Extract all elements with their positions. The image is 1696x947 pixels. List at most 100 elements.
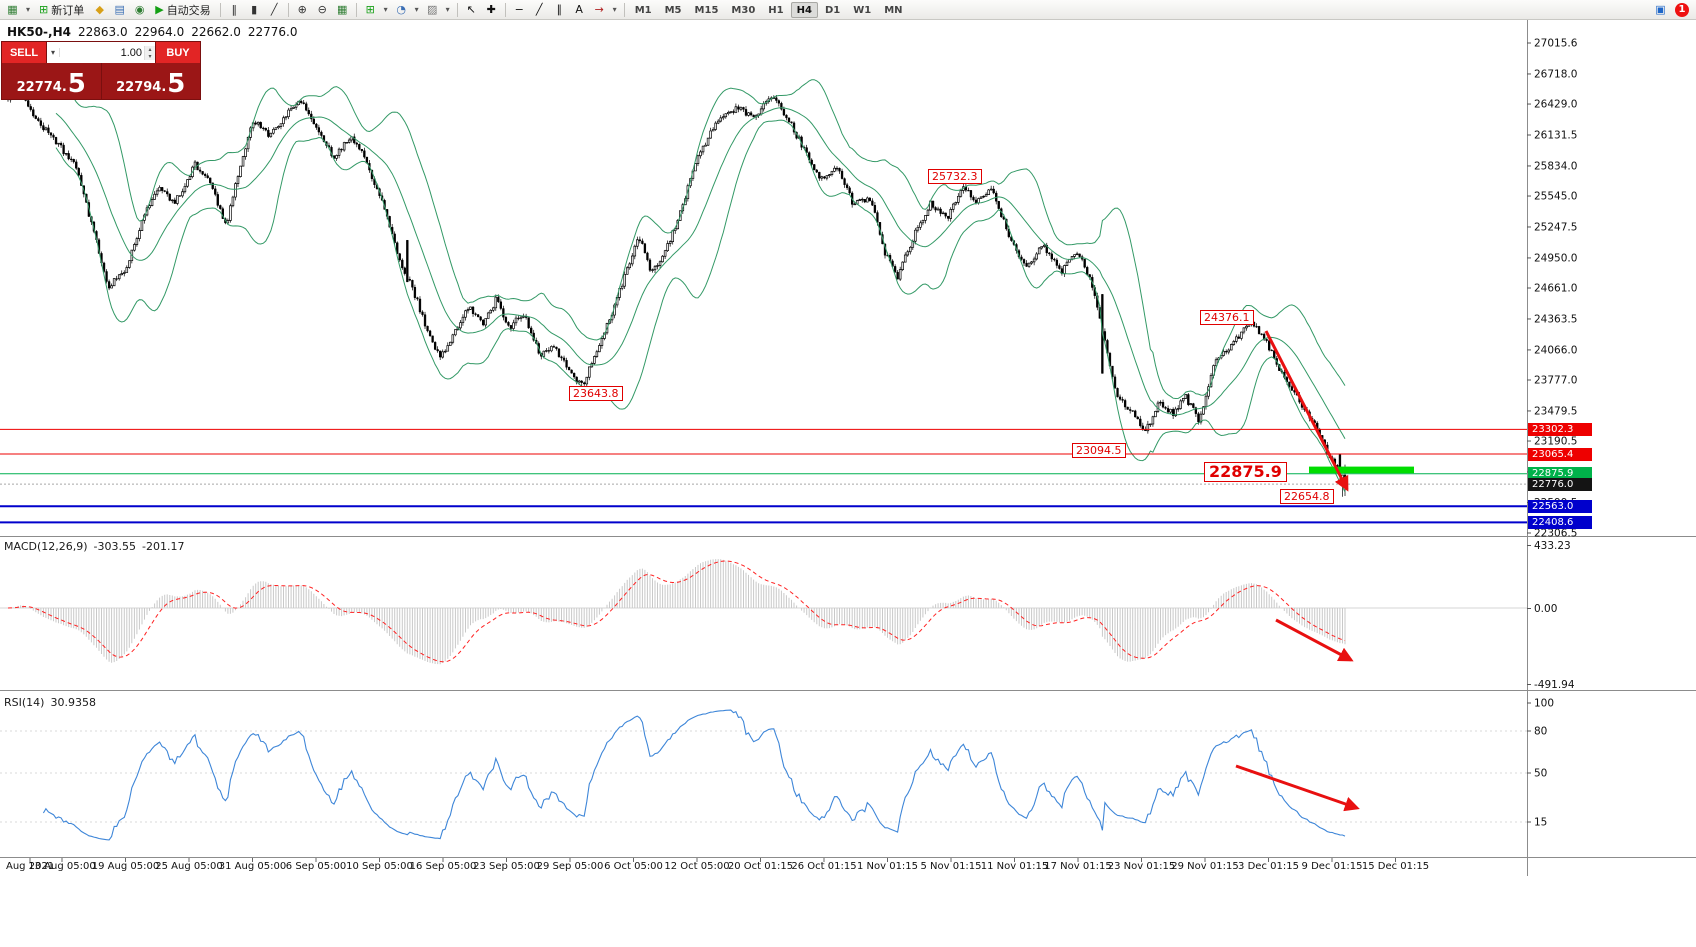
arrows-tool-icon[interactable]: → bbox=[594, 3, 604, 16]
notification-badge[interactable]: 1 bbox=[1675, 2, 1689, 17]
volume-control: ▾ ▴ ▾ bbox=[46, 42, 156, 63]
timeframe-h4-button[interactable]: H4 bbox=[790, 1, 818, 18]
toolbar-separator bbox=[219, 2, 221, 17]
price-tick-label: 24066.0 bbox=[1534, 344, 1577, 356]
tile-windows-icon[interactable]: ▦ bbox=[336, 3, 348, 16]
crosshair-icon[interactable]: ✚ bbox=[486, 3, 496, 16]
volume-up-button[interactable]: ▴ bbox=[144, 45, 155, 53]
symbol-ohlc-header: HK50-,H4 22863.0 22964.0 22662.0 22776.0 bbox=[7, 25, 297, 39]
templates-caret-icon[interactable]: ▾ bbox=[445, 5, 450, 14]
timeframe-m5-button[interactable]: M5 bbox=[664, 4, 682, 16]
zoom-out-icon[interactable]: ⊖ bbox=[317, 3, 327, 16]
price-tick-label: 25247.5 bbox=[1534, 221, 1577, 233]
trade-panel-controls: SELL ▾ ▴ ▾ BUY bbox=[2, 42, 200, 63]
periods-icon[interactable]: ◔ bbox=[396, 3, 406, 16]
price-annotation[interactable]: 24376.1 bbox=[1200, 310, 1254, 325]
price-line-scale-label: 23065.4 bbox=[1528, 448, 1592, 461]
ohlc-close: 22776.0 bbox=[247, 25, 298, 39]
volume-down-button[interactable]: ▾ bbox=[144, 52, 155, 60]
support-highlight-bar[interactable] bbox=[1309, 466, 1414, 474]
periods-caret-icon[interactable]: ▾ bbox=[414, 5, 419, 14]
ohlc-open: 22863.0 bbox=[77, 25, 128, 39]
layouts-icon[interactable]: ◆ bbox=[95, 3, 104, 16]
time-axis-label: 23 Nov 01:15 bbox=[1108, 861, 1175, 872]
price-tick-label: 24950.0 bbox=[1534, 252, 1577, 264]
timeframe-m15-button[interactable]: M15 bbox=[694, 4, 719, 16]
price-annotation[interactable]: 22654.8 bbox=[1280, 489, 1334, 504]
toolbar-separator bbox=[504, 2, 506, 17]
price-tick-label: 23190.5 bbox=[1534, 436, 1577, 448]
timeframe-m1-button[interactable]: M1 bbox=[634, 4, 652, 16]
buy-button[interactable]: BUY bbox=[156, 42, 200, 63]
macd-tick-label: -491.94 bbox=[1534, 679, 1575, 691]
time-axis-label: 1 Nov 01:15 bbox=[857, 861, 918, 872]
new-chart-caret-icon[interactable]: ▾ bbox=[25, 5, 30, 14]
toolbar-separator bbox=[287, 2, 289, 17]
price-annotation[interactable]: 25732.3 bbox=[928, 169, 982, 184]
time-axis-label: 5 Nov 01:15 bbox=[920, 861, 981, 872]
time-axis-label: 3 Dec 01:15 bbox=[1238, 861, 1299, 872]
templates-icon[interactable]: ▨ bbox=[426, 3, 438, 16]
price-annotation[interactable]: 23643.8 bbox=[569, 386, 623, 401]
bollinger-lower-band bbox=[55, 119, 1346, 493]
time-axis-label: 20 Oct 01:15 bbox=[728, 861, 793, 872]
timeframe-d1-button[interactable]: D1 bbox=[824, 4, 841, 16]
price-line-scale-label: 22408.6 bbox=[1528, 516, 1592, 529]
rsi-name: RSI(14) bbox=[4, 696, 45, 709]
navigator-icon[interactable]: ◉ bbox=[134, 3, 145, 16]
price-line-scale-label: 23302.3 bbox=[1528, 423, 1592, 436]
sell-price[interactable]: 22774. 5 bbox=[16, 69, 86, 99]
indicators-icon[interactable]: ⊞ bbox=[365, 3, 375, 16]
price-tick-label: 26131.5 bbox=[1534, 129, 1577, 141]
macd-signal-line bbox=[7, 560, 1346, 663]
timeframe-w1-button[interactable]: W1 bbox=[853, 4, 872, 16]
horizontal-line-icon[interactable]: − bbox=[514, 3, 524, 16]
indicators-caret-icon[interactable]: ▾ bbox=[383, 5, 388, 14]
market-watch-icon[interactable]: ▤ bbox=[114, 3, 125, 16]
buy-price[interactable]: 22794. 5 bbox=[100, 63, 201, 99]
price-tick-label: 26429.0 bbox=[1534, 99, 1577, 111]
community-icon[interactable]: ▣ bbox=[1655, 3, 1666, 16]
candlestick-chart-icon[interactable]: ▮ bbox=[251, 3, 258, 16]
rsi-tick-label: 80 bbox=[1534, 726, 1547, 738]
new-chart-icon[interactable]: ▦ bbox=[7, 3, 18, 16]
timeframe-mn-button[interactable]: MN bbox=[884, 4, 903, 16]
volume-input[interactable] bbox=[60, 46, 144, 59]
time-axis-label: 10 Sep 05:00 bbox=[346, 861, 413, 872]
bar-chart-icon[interactable]: ‖ bbox=[231, 3, 237, 16]
macd-name: MACD(12,26,9) bbox=[4, 540, 88, 553]
zoom-in-icon[interactable]: ⊕ bbox=[297, 3, 307, 16]
sell-button[interactable]: SELL bbox=[2, 42, 46, 63]
time-axis-label: 29 Sep 05:00 bbox=[537, 861, 604, 872]
macd-tick-label: 0.00 bbox=[1534, 603, 1557, 615]
line-chart-icon[interactable]: ╱ bbox=[270, 3, 278, 16]
price-line-scale-label: 22776.0 bbox=[1528, 478, 1592, 491]
text-label-icon[interactable]: A bbox=[575, 3, 583, 16]
bollinger-middle-band bbox=[55, 107, 1346, 440]
arrows-caret-icon[interactable]: ▾ bbox=[612, 5, 617, 14]
rsi-label: RSI(14) 30.9358 bbox=[4, 696, 96, 709]
timeframe-m30-button[interactable]: M30 bbox=[731, 4, 756, 16]
volume-dropdown-caret-icon[interactable]: ▾ bbox=[47, 48, 60, 57]
trend-arrow-2[interactable] bbox=[1275, 618, 1354, 662]
time-axis-label: 29 Nov 01:15 bbox=[1171, 861, 1238, 872]
channel-icon[interactable]: ∥ bbox=[556, 3, 562, 16]
trade-panel-prices: 22774. 5 22794. 5 bbox=[2, 63, 200, 99]
time-axis-label: 12 Oct 05:00 bbox=[664, 861, 729, 872]
trend-arrow-3[interactable] bbox=[1235, 764, 1360, 812]
price-tick-label: 24363.5 bbox=[1534, 313, 1577, 325]
timeframe-h1-button[interactable]: H1 bbox=[768, 4, 784, 16]
cursor-icon[interactable]: ↖ bbox=[466, 3, 476, 16]
trendline-icon[interactable]: ╱ bbox=[535, 3, 543, 16]
autotrade-button[interactable]: ▶ 自动交易 bbox=[150, 1, 215, 18]
price-tick-label: 25545.0 bbox=[1534, 191, 1577, 203]
trend-arrow-1[interactable] bbox=[1264, 330, 1349, 492]
time-axis-label: 6 Sep 05:00 bbox=[286, 861, 346, 872]
time-axis-label: 13 Aug 05:00 bbox=[28, 861, 95, 872]
new-order-button-icon: ⊞ bbox=[39, 3, 49, 16]
new-order-button[interactable]: ⊞ 新订单 bbox=[34, 1, 89, 18]
price-annotation[interactable]: 23094.5 bbox=[1072, 443, 1126, 458]
price-annotation[interactable]: 22875.9 bbox=[1204, 462, 1287, 482]
